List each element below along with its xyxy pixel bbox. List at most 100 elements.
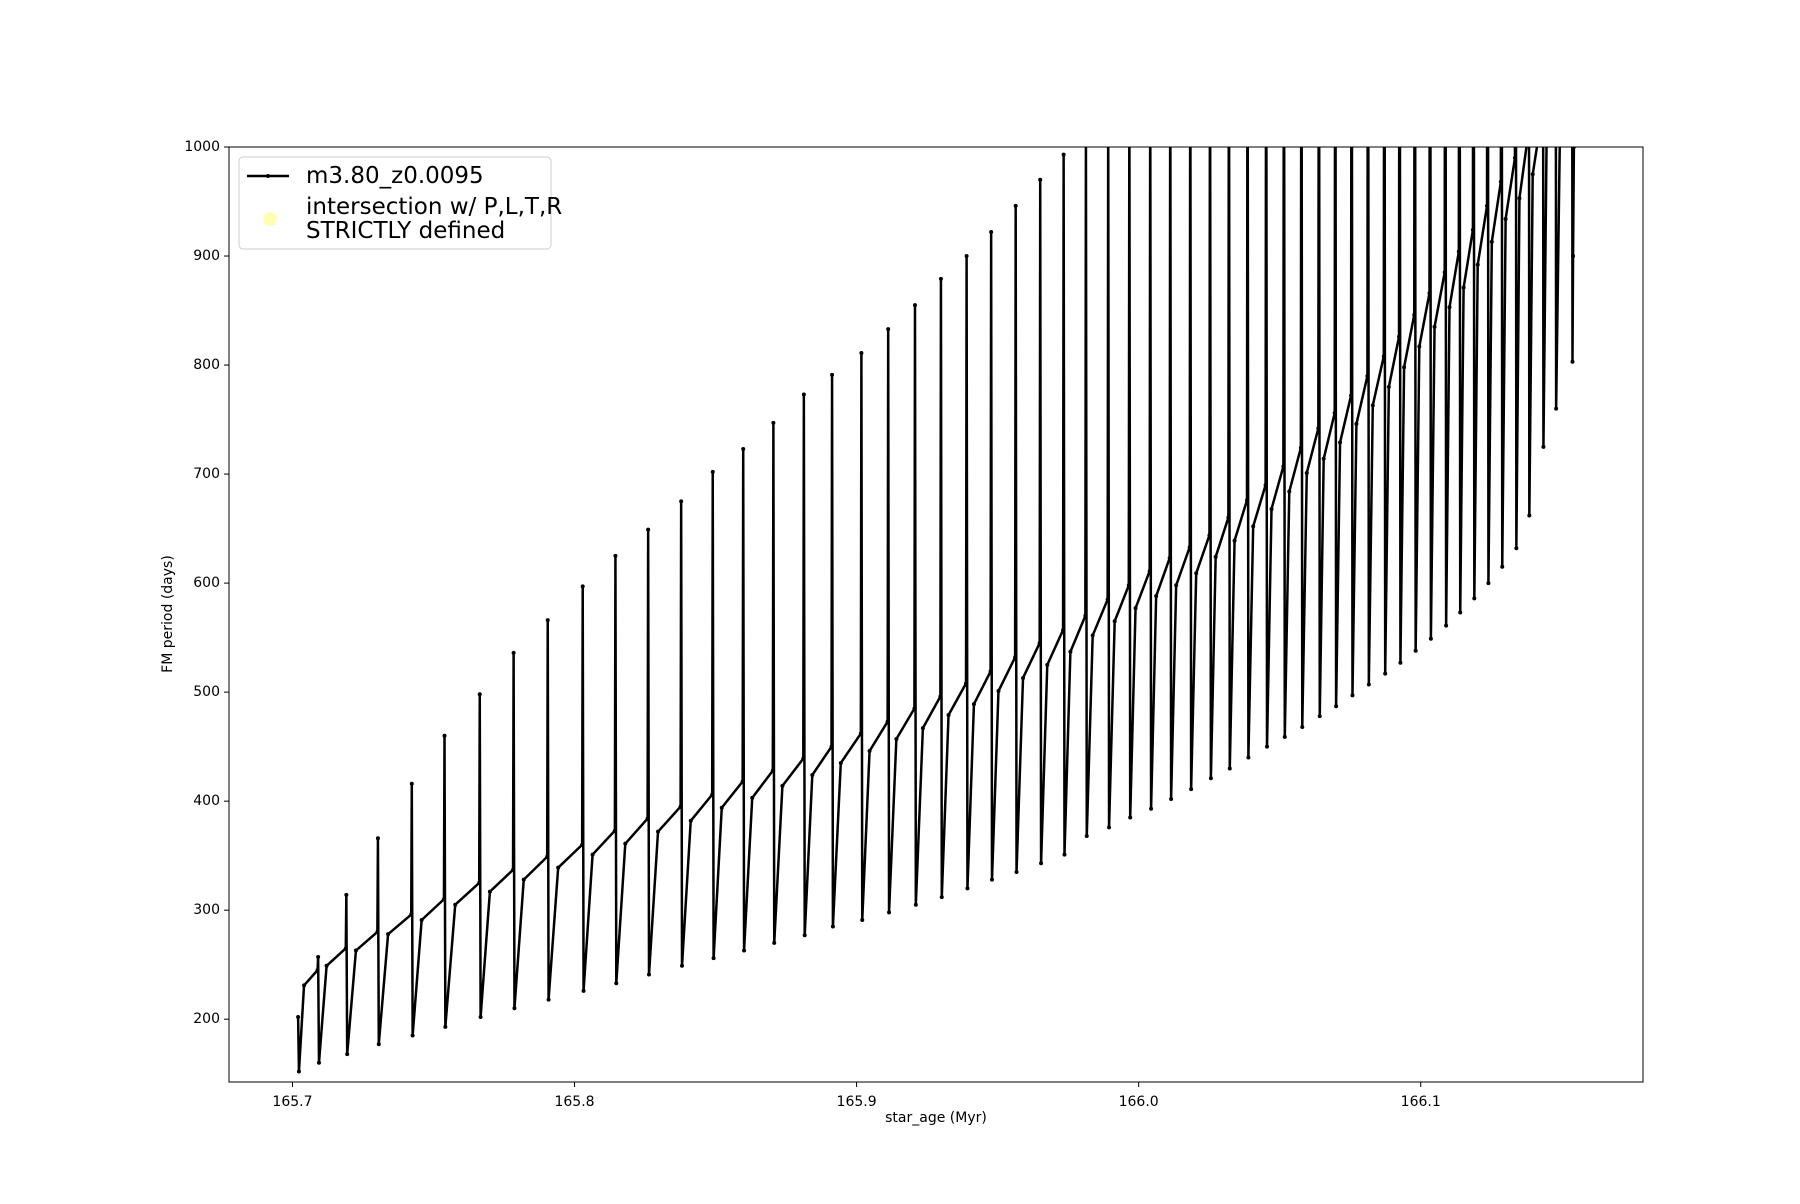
point-marker: [1354, 421, 1359, 426]
point-marker: [1571, 254, 1576, 259]
point-marker: [859, 351, 864, 356]
y-tick-label: 200: [193, 1011, 220, 1027]
point-marker: [913, 902, 918, 907]
point-marker: [1300, 725, 1305, 730]
point-marker: [801, 392, 806, 397]
point-marker: [1090, 633, 1095, 638]
point-marker: [375, 929, 380, 934]
point-marker: [1154, 594, 1159, 599]
point-marker: [345, 1052, 350, 1057]
point-marker: [1263, 482, 1268, 487]
legend-label: m3.80_z0.0095: [306, 163, 484, 189]
point-marker: [580, 842, 585, 847]
point-marker: [1338, 440, 1343, 445]
point-marker: [376, 1042, 381, 1047]
point-marker: [1383, 671, 1388, 676]
point-marker: [886, 327, 891, 332]
point-marker: [477, 692, 482, 697]
point-marker: [838, 760, 843, 765]
point-marker: [1246, 755, 1251, 760]
point-marker: [1475, 262, 1480, 267]
point-marker: [590, 852, 595, 857]
point-marker: [1332, 411, 1337, 416]
point-marker: [1174, 583, 1179, 588]
point-marker: [1038, 177, 1043, 182]
point-marker: [742, 948, 747, 953]
point-marker: [780, 783, 785, 788]
y-tick-label: 600: [193, 575, 220, 591]
point-marker: [1226, 515, 1231, 520]
point-marker: [1503, 216, 1508, 221]
point-marker: [1442, 270, 1447, 275]
point-marker: [964, 681, 969, 686]
point-marker: [1370, 403, 1375, 408]
x-tick-label: 165.9: [837, 1094, 877, 1110]
point-marker: [710, 469, 715, 474]
point-marker: [409, 912, 414, 917]
point-marker: [894, 737, 899, 742]
point-marker: [1498, 179, 1503, 184]
point-marker: [1461, 285, 1466, 290]
point-marker: [614, 981, 619, 986]
point-marker: [801, 756, 806, 761]
point-marker: [1083, 613, 1088, 618]
point-marker: [1334, 704, 1339, 709]
legend-swatch: [263, 212, 277, 226]
point-marker: [1169, 796, 1174, 801]
point-marker: [1282, 734, 1287, 739]
point-marker: [1037, 641, 1042, 646]
point-marker: [964, 254, 969, 259]
point-marker: [344, 892, 349, 897]
point-marker: [353, 948, 358, 953]
point-marker: [965, 886, 970, 891]
point-marker: [1413, 648, 1418, 653]
y-tick-label: 700: [193, 466, 220, 482]
point-marker: [302, 983, 307, 988]
legend-swatch-marker: [266, 174, 270, 178]
point-marker: [1194, 571, 1199, 576]
point-marker: [1045, 662, 1050, 667]
point-marker: [971, 702, 976, 707]
point-marker: [1349, 393, 1354, 398]
point-marker: [324, 963, 329, 968]
point-marker: [1084, 834, 1089, 839]
point-marker: [771, 420, 776, 425]
point-marker: [996, 689, 1001, 694]
point-marker: [946, 713, 951, 718]
x-axis-label: star_age (Myr): [885, 1110, 987, 1126]
point-marker: [858, 731, 863, 736]
point-marker: [478, 1015, 483, 1020]
point-marker: [1472, 596, 1477, 601]
point-marker: [1500, 564, 1505, 569]
point-marker: [1061, 627, 1066, 632]
point-marker: [678, 804, 683, 809]
point-marker: [1107, 825, 1112, 830]
point-marker: [938, 276, 943, 281]
point-marker: [315, 968, 320, 973]
point-marker: [1517, 196, 1522, 201]
point-marker: [920, 726, 925, 731]
point-marker: [1149, 806, 1154, 811]
point-marker: [1112, 619, 1117, 624]
point-marker: [989, 230, 994, 235]
point-marker: [1167, 556, 1172, 561]
point-marker: [1485, 203, 1490, 208]
point-marker: [1397, 334, 1402, 339]
point-marker: [1444, 623, 1449, 628]
point-marker: [1133, 606, 1138, 611]
point-marker: [679, 499, 684, 504]
point-marker: [1213, 554, 1218, 559]
axes-frame: [228, 146, 1644, 1083]
point-marker: [580, 584, 585, 589]
point-marker: [1062, 852, 1067, 857]
point-marker: [740, 779, 745, 784]
point-marker: [545, 854, 550, 859]
point-marker: [688, 818, 693, 823]
point-marker: [316, 1060, 321, 1065]
point-marker: [741, 446, 746, 451]
point-marker: [1126, 583, 1131, 588]
point-marker: [1039, 861, 1044, 866]
point-marker: [830, 372, 835, 377]
point-marker: [1265, 744, 1270, 749]
